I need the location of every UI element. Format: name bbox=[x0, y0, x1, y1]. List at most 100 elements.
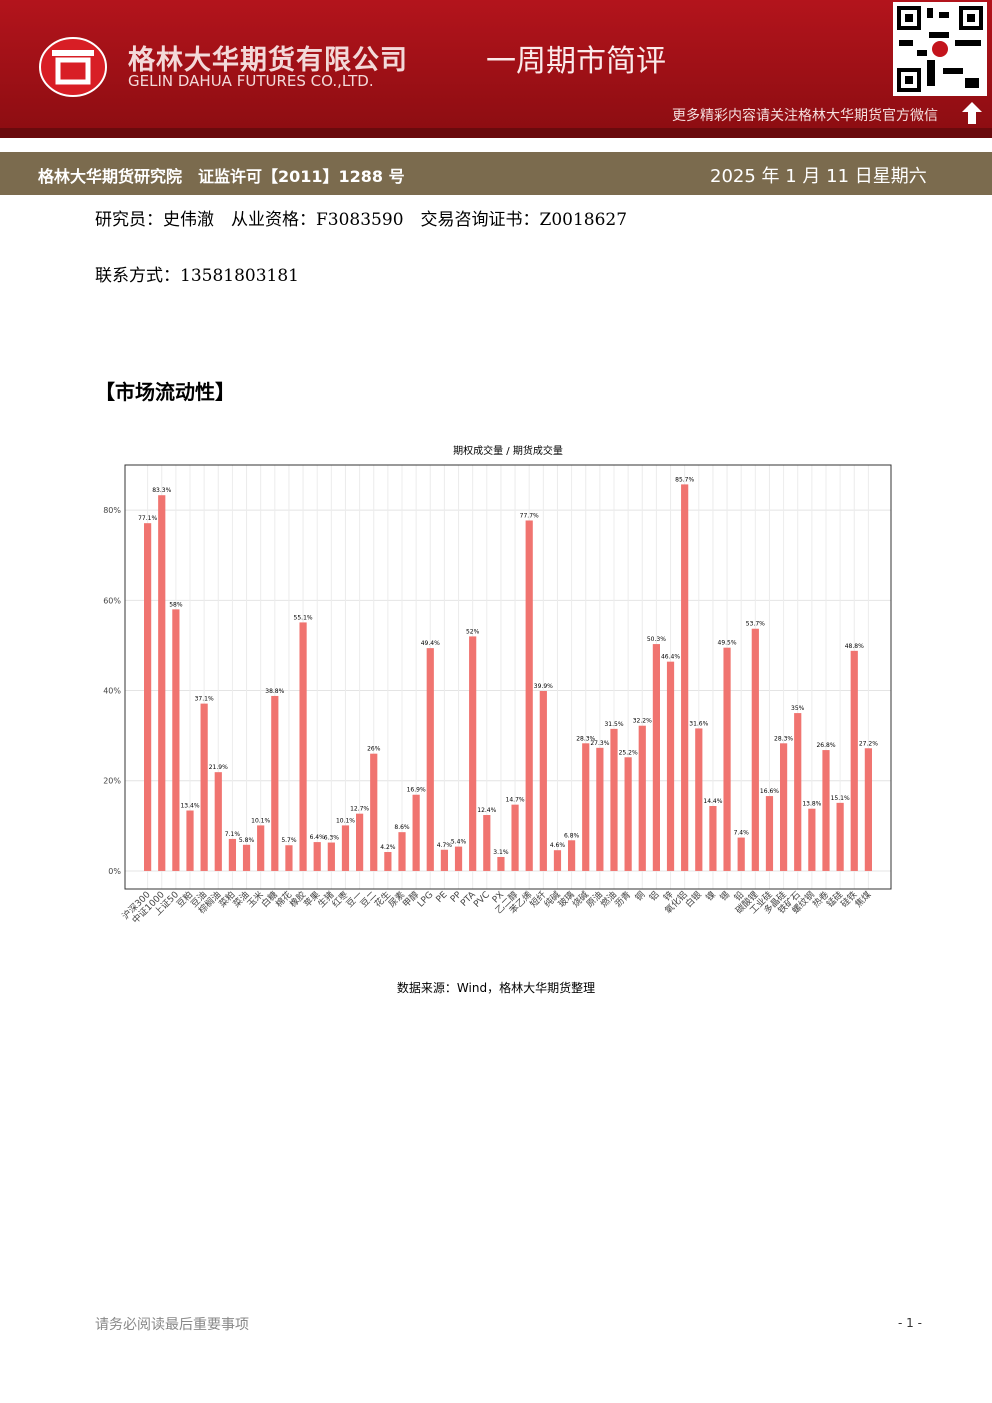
value-label: 25.2% bbox=[619, 749, 638, 756]
x-tick-label: PVC bbox=[472, 890, 492, 910]
value-label: 77.1% bbox=[138, 515, 157, 522]
value-label: 4.6% bbox=[550, 842, 566, 849]
bar bbox=[709, 806, 717, 871]
header-stripe bbox=[0, 128, 992, 138]
value-label: 28.3% bbox=[774, 735, 793, 742]
bar bbox=[228, 838, 237, 871]
bar bbox=[285, 845, 293, 871]
value-label: 10.1% bbox=[336, 817, 355, 824]
bar bbox=[666, 661, 675, 871]
arrow-icon bbox=[962, 102, 982, 124]
bar bbox=[652, 644, 660, 871]
bar bbox=[426, 648, 434, 871]
bar bbox=[257, 825, 265, 871]
value-label: 48.8% bbox=[845, 643, 864, 650]
bar bbox=[567, 840, 576, 871]
value-label: 4.2% bbox=[380, 844, 396, 851]
institute: 格林大华期货研究院 证监许可【2011】1288 号 bbox=[38, 167, 405, 186]
bar bbox=[525, 520, 533, 871]
value-label: 58% bbox=[169, 601, 183, 608]
bar bbox=[808, 808, 816, 871]
bar bbox=[200, 703, 208, 871]
footer-notice: 请务必阅读最后重要事项 bbox=[95, 1317, 249, 1333]
value-label: 5.4% bbox=[451, 839, 467, 846]
company-name: 格林大华期货有限公司 bbox=[128, 45, 408, 76]
section-title: 【市场流动性】 bbox=[95, 380, 235, 404]
bar bbox=[723, 647, 731, 871]
x-tick-label: 铝 bbox=[647, 889, 662, 904]
value-label: 6.8% bbox=[564, 832, 580, 839]
value-label: 50.3% bbox=[647, 636, 666, 643]
value-label: 6.3% bbox=[324, 835, 340, 842]
value-label: 28.3% bbox=[576, 735, 595, 742]
logo bbox=[39, 37, 107, 97]
x-tick-label: 铜 bbox=[633, 889, 648, 904]
bar bbox=[299, 622, 307, 871]
value-label: 10.1% bbox=[251, 817, 270, 824]
value-label: 13.4% bbox=[180, 803, 199, 810]
bar bbox=[638, 725, 646, 871]
value-label: 55.1% bbox=[294, 614, 313, 621]
value-label: 37.1% bbox=[195, 696, 214, 703]
bar bbox=[836, 802, 844, 871]
bar bbox=[370, 753, 378, 871]
value-label: 21.9% bbox=[209, 764, 228, 771]
value-label: 14.4% bbox=[703, 798, 722, 805]
value-label: 49.4% bbox=[421, 640, 440, 647]
y-tick-label: 60% bbox=[103, 596, 121, 605]
bar bbox=[356, 813, 364, 871]
value-label: 16.9% bbox=[407, 787, 426, 794]
bar bbox=[511, 804, 519, 871]
value-label: 31.5% bbox=[604, 721, 623, 728]
header-band bbox=[0, 0, 992, 128]
value-label: 12.4% bbox=[477, 807, 496, 814]
bar bbox=[850, 650, 858, 871]
value-label: 12.7% bbox=[350, 806, 369, 813]
x-tick-label: PE bbox=[435, 890, 450, 905]
bar bbox=[384, 852, 392, 871]
bar bbox=[341, 825, 350, 871]
value-label: 39.9% bbox=[534, 683, 553, 690]
bar bbox=[412, 794, 420, 871]
y-tick-label: 40% bbox=[103, 687, 121, 696]
value-label: 5.7% bbox=[281, 837, 297, 844]
y-tick-label: 0% bbox=[108, 867, 121, 876]
value-label: 26.8% bbox=[816, 742, 835, 749]
bar bbox=[497, 856, 505, 871]
bar bbox=[624, 757, 632, 871]
bar bbox=[596, 747, 604, 871]
bar bbox=[695, 728, 703, 871]
x-tick-label: LPG bbox=[416, 890, 435, 909]
bar bbox=[751, 628, 759, 871]
bar bbox=[483, 815, 491, 871]
value-label: 8.6% bbox=[394, 824, 410, 831]
chart-title: 期权成交量 / 期货成交量 bbox=[453, 444, 563, 457]
x-tick-label: 镍 bbox=[703, 889, 718, 904]
value-label: 53.7% bbox=[746, 621, 765, 628]
bar bbox=[469, 636, 477, 871]
report-date: 2025 年 1 月 11 日星期六 bbox=[710, 166, 927, 187]
y-tick-label: 80% bbox=[103, 506, 121, 515]
chart: 期权成交量 / 期货成交量 0%20%40%60%80%77.1%沪深30083… bbox=[103, 444, 892, 926]
info-band bbox=[0, 152, 992, 195]
value-label: 16.6% bbox=[760, 788, 779, 795]
value-label: 14.7% bbox=[506, 797, 525, 804]
bar bbox=[186, 810, 194, 871]
bar bbox=[242, 844, 251, 871]
bar bbox=[214, 772, 222, 871]
wechat-note: 更多精彩内容请关注格林大华期货官方微信 bbox=[672, 108, 938, 124]
bar bbox=[582, 743, 590, 871]
value-label: 35% bbox=[791, 705, 805, 712]
bar bbox=[327, 842, 335, 871]
value-label: 85.7% bbox=[675, 476, 694, 483]
company-en: GELIN DAHUA FUTURES CO.,LTD. bbox=[128, 72, 374, 90]
bar bbox=[864, 748, 872, 871]
value-label: 26% bbox=[367, 746, 381, 753]
page-number: - 1 - bbox=[898, 1316, 922, 1330]
value-label: 3.1% bbox=[493, 849, 509, 856]
value-label: 46.4% bbox=[661, 654, 680, 661]
bar bbox=[539, 690, 547, 871]
bar bbox=[271, 695, 279, 871]
value-label: 5.8% bbox=[239, 837, 255, 844]
